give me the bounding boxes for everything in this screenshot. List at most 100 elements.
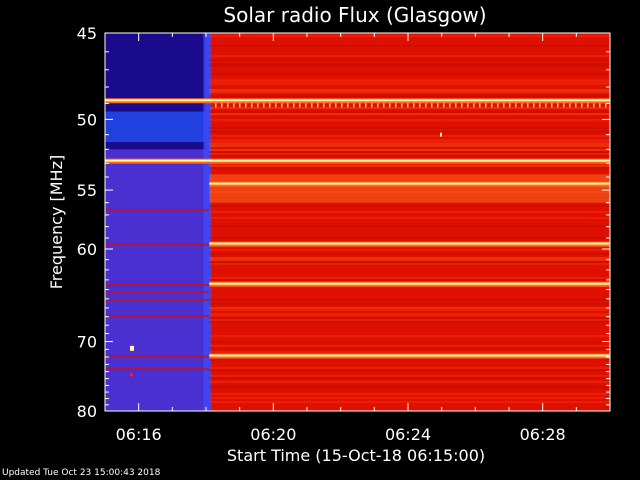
bright-band-core-0 (105, 99, 610, 102)
texture-stripe (209, 63, 610, 65)
texture-stripe (209, 345, 610, 347)
band-spike (389, 103, 391, 108)
texture-stripe (209, 153, 610, 155)
texture-stripe (209, 81, 610, 83)
texture-stripe (209, 351, 610, 353)
active-region (209, 33, 610, 411)
band-spike (515, 103, 517, 108)
texture-stripe (209, 149, 610, 151)
band-spike (275, 103, 277, 108)
texture-stripe (209, 163, 610, 165)
texture-stripe (209, 237, 610, 239)
texture-stripe (209, 127, 610, 129)
band-spike (599, 103, 601, 108)
band-spike (239, 103, 241, 108)
texture-stripe (209, 113, 610, 115)
texture-stripe (209, 217, 610, 219)
texture-stripe (209, 89, 610, 91)
texture-stripe (209, 263, 610, 265)
quiet-streak (105, 243, 210, 246)
quiet-streak (105, 298, 210, 301)
texture-stripe (209, 131, 610, 133)
band-spike (401, 103, 403, 108)
band-spike (569, 103, 571, 108)
texture-stripe (209, 205, 610, 207)
y-tick-label: 60 (77, 240, 97, 259)
band-spike (359, 103, 361, 108)
band-spike (269, 103, 271, 108)
texture-stripe (209, 139, 610, 141)
texture-stripe (209, 107, 610, 109)
texture-stripe (209, 95, 610, 97)
plot-frame (104, 32, 611, 412)
band-spike (329, 103, 331, 108)
texture-stripe (209, 401, 610, 403)
x-tick-label: 06:16 (116, 425, 162, 444)
band-spike (605, 103, 607, 108)
band-spike (497, 103, 499, 108)
y-tick-label: 55 (77, 181, 97, 200)
band-spike (371, 103, 373, 108)
band-spike (449, 103, 451, 108)
band-spike (341, 103, 343, 108)
texture-stripe (209, 279, 610, 281)
x-tick-label: 06:20 (250, 425, 296, 444)
band-spike (593, 103, 595, 108)
texture-stripe (209, 321, 610, 323)
texture-stripe (209, 55, 610, 57)
band-spike (413, 103, 415, 108)
band-spike (431, 103, 433, 108)
band-spike (383, 103, 385, 108)
texture-stripe (209, 35, 610, 37)
y-axis-label: Frequency [MHz] (47, 155, 66, 289)
band-spike (563, 103, 565, 108)
y-axis: 45 50 55 60 70 80 (77, 24, 610, 421)
speck (440, 132, 442, 137)
texture-stripe (209, 299, 610, 301)
texture-stripe (209, 83, 610, 85)
y-tick-label: 50 (77, 110, 97, 129)
texture-stripe (209, 257, 610, 259)
band-spike (443, 103, 445, 108)
texture-stripe (209, 73, 610, 75)
band-spike (299, 103, 301, 108)
texture-stripe (209, 367, 610, 369)
texture-stripe (209, 97, 610, 99)
y-tick-label: 70 (77, 333, 97, 352)
band-spike (317, 103, 319, 108)
band-spike (281, 103, 283, 108)
spectrogram-plot-area (105, 33, 610, 411)
y-tick-label: 45 (77, 24, 97, 43)
band-spike (461, 103, 463, 108)
band-spike (419, 103, 421, 108)
quiet-streak (105, 283, 210, 286)
quiet-streak (105, 291, 210, 294)
texture-stripe (209, 393, 610, 395)
texture-stripe (209, 309, 610, 311)
onset-edge (203, 33, 212, 411)
texture-stripe (209, 369, 610, 371)
quiet-streak (105, 368, 210, 371)
orange-band (209, 174, 610, 203)
texture-stripe (209, 167, 610, 169)
quiet-streak (105, 355, 210, 358)
texture-stripe (209, 165, 610, 167)
band-spike (293, 103, 295, 108)
bright-band-core-4 (209, 282, 610, 285)
band-spike (575, 103, 577, 108)
band-spike (545, 103, 547, 108)
band-spike (467, 103, 469, 108)
quiet-streak (105, 208, 210, 211)
texture-stripe (209, 259, 610, 261)
texture-stripe (209, 313, 610, 315)
texture-stripe (209, 377, 610, 379)
band-spike (587, 103, 589, 108)
texture-stripe (209, 253, 610, 255)
x-axis-label: Start Time (15-Oct-18 06:15:00) (227, 446, 485, 465)
x-tick-label: 06:24 (385, 425, 431, 444)
speck (130, 345, 134, 351)
texture-stripe (209, 375, 610, 377)
y-tick-label: 80 (77, 402, 97, 421)
quiet-blue-band (105, 111, 206, 143)
